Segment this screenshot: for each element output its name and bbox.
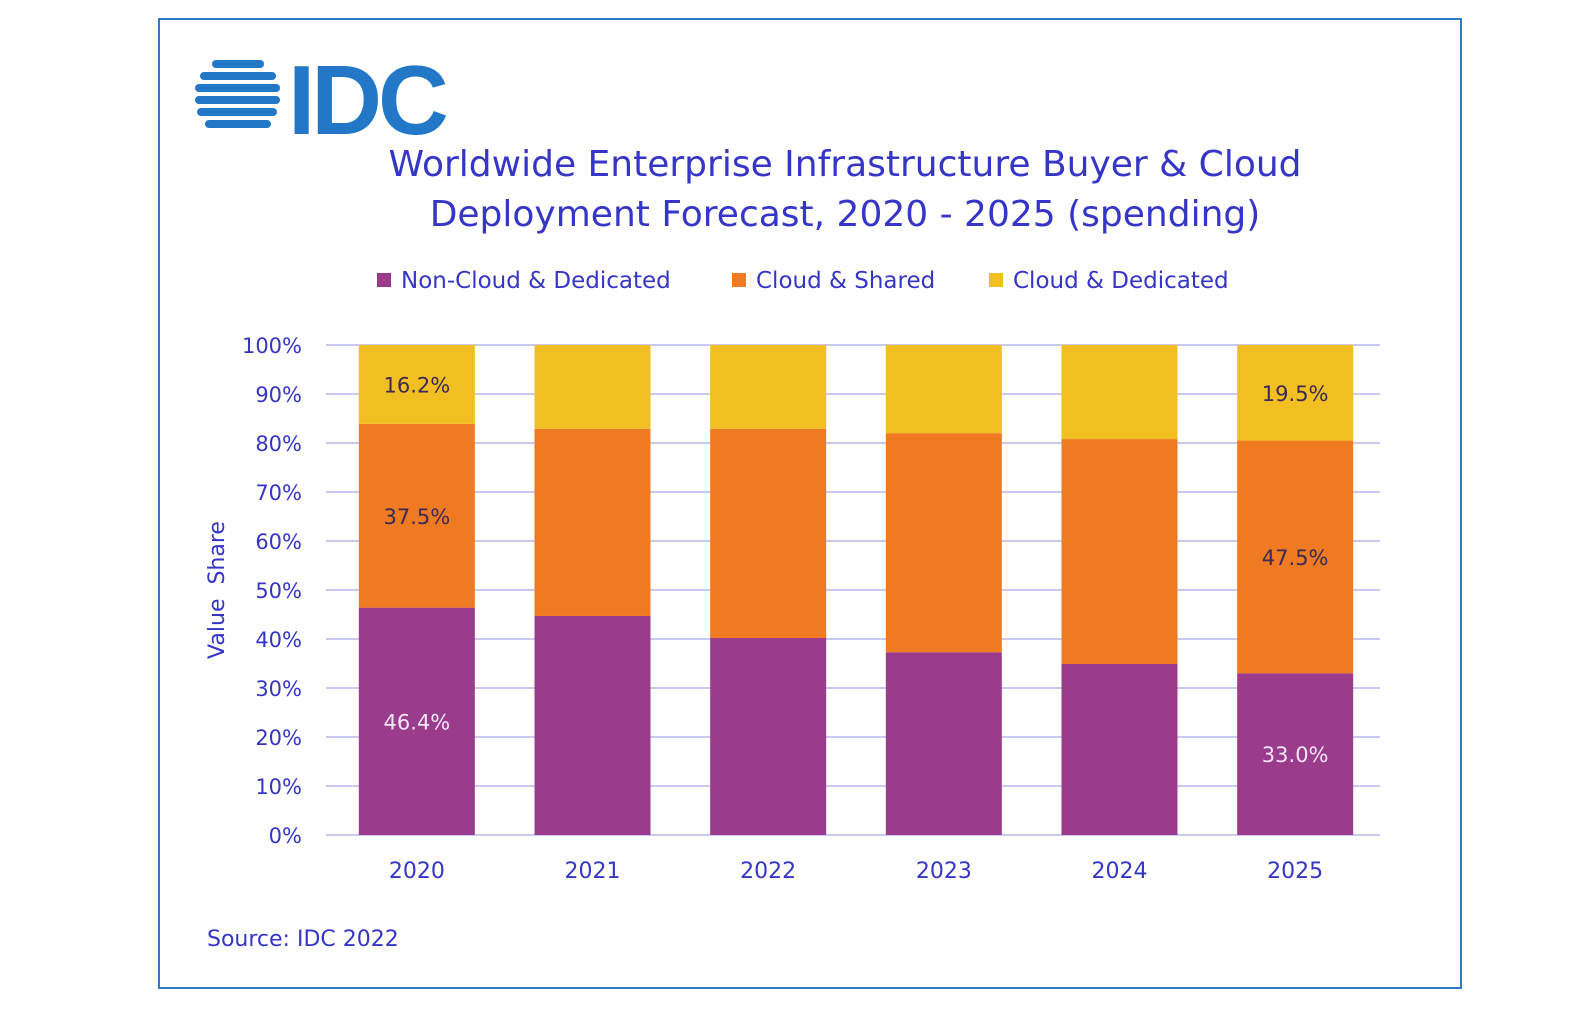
x-tick-label: 2020 — [389, 859, 445, 884]
bar-segment — [710, 428, 827, 639]
bar-segment — [1237, 440, 1354, 674]
y-tick-label: 30% — [255, 677, 302, 701]
bar-segment — [358, 345, 475, 424]
bar-segment — [1061, 663, 1178, 835]
data-label: 37.5% — [383, 505, 450, 529]
source-note: Source: IDC 2022 — [207, 927, 399, 952]
data-label: 19.5% — [1262, 382, 1329, 406]
legend-swatch — [989, 273, 1003, 287]
data-label: 47.5% — [1262, 546, 1329, 570]
y-tick-label: 20% — [255, 726, 302, 750]
y-tick-label: 0% — [269, 824, 302, 848]
y-tick-label: 90% — [255, 383, 302, 407]
y-axis-label: Value Share — [205, 521, 230, 659]
bar-segment — [534, 428, 651, 616]
chart-title-line-1: Worldwide Enterprise Infrastructure Buye… — [388, 144, 1301, 185]
bar-segment — [885, 652, 1002, 835]
y-tick-label: 60% — [255, 530, 302, 554]
bar-segment — [885, 433, 1002, 653]
chart-title-line-2: Deployment Forecast, 2020 - 2025 (spendi… — [430, 194, 1261, 235]
bar-segment — [358, 423, 475, 608]
x-tick-label: 2025 — [1267, 859, 1323, 884]
data-label: 33.0% — [1262, 743, 1329, 767]
bar-segment — [358, 607, 475, 835]
y-tick-label: 10% — [255, 775, 302, 799]
legend-swatch — [377, 273, 391, 287]
x-tick-label: 2023 — [916, 859, 972, 884]
y-tick-label: 100% — [242, 334, 302, 358]
idc-logo: IDC — [195, 45, 451, 155]
logo-text: IDC — [288, 45, 447, 155]
legend-swatch — [732, 273, 746, 287]
y-tick-label: 40% — [255, 628, 302, 652]
legend-label: Cloud & Shared — [756, 268, 935, 294]
bar-segment — [1237, 345, 1354, 441]
data-label: 46.4% — [383, 710, 450, 734]
globe-stripes-icon — [195, 60, 280, 128]
bar-segment — [534, 615, 651, 835]
legend-label: Cloud & Dedicated — [1013, 268, 1229, 294]
y-tick-label: 50% — [255, 579, 302, 603]
bar-segment — [1061, 439, 1178, 664]
y-tick-label: 70% — [255, 481, 302, 505]
chart-frame — [158, 18, 1462, 989]
bar-segment — [1237, 673, 1354, 835]
data-label: 16.2% — [383, 373, 450, 397]
bar-segment — [710, 638, 827, 835]
bar-segment — [1061, 345, 1178, 440]
legend-label: Non-Cloud & Dedicated — [401, 268, 671, 294]
bar-segment — [885, 345, 1002, 434]
bar-segment — [534, 345, 651, 429]
x-tick-label: 2024 — [1092, 859, 1148, 884]
bar-segment — [710, 345, 827, 429]
x-tick-label: 2021 — [565, 859, 621, 884]
y-tick-label: 80% — [255, 432, 302, 456]
x-tick-label: 2022 — [740, 859, 796, 884]
legend: Non-Cloud & Dedicated Cloud & Shared Cloud… — [377, 268, 1229, 294]
